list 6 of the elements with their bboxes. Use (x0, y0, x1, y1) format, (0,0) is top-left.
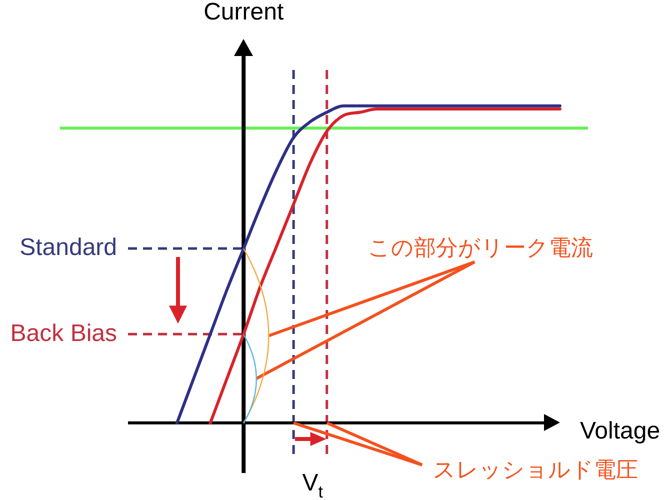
annotation: この部分がリーク電流 (368, 234, 594, 260)
ref-line-label: Standard (20, 234, 117, 262)
ref-line-label: Back Bias (10, 320, 118, 347)
x-axis-title: Voltage (580, 418, 660, 445)
y-axis-title: Current (204, 0, 284, 26)
text: スレッショルド電圧 (433, 456, 638, 482)
